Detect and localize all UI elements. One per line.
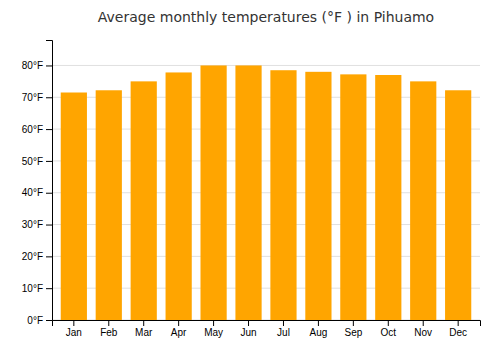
x-tick: Dec bbox=[449, 320, 467, 338]
x-tick: Jun bbox=[240, 320, 256, 338]
bar bbox=[166, 72, 192, 320]
bar bbox=[270, 70, 296, 320]
x-tick-label: Jun bbox=[240, 327, 256, 338]
bar bbox=[61, 93, 87, 321]
y-tick: 50°F bbox=[22, 156, 52, 167]
x-tick-mark bbox=[318, 320, 319, 326]
x-tick-mark bbox=[178, 320, 179, 326]
y-tick: 60°F bbox=[22, 124, 52, 135]
bar bbox=[410, 81, 436, 320]
y-tick-mark bbox=[46, 161, 52, 162]
x-tick-label: Mar bbox=[135, 327, 153, 338]
y-tick-label: 40°F bbox=[22, 187, 43, 198]
y-tick-mark bbox=[46, 320, 52, 321]
bar bbox=[305, 72, 331, 320]
y-tick: 20°F bbox=[22, 251, 52, 262]
y-tick-label: 10°F bbox=[22, 283, 43, 294]
x-tick: Feb bbox=[100, 320, 118, 338]
y-tick-label: 30°F bbox=[22, 219, 43, 230]
x-tick-mark bbox=[143, 320, 144, 326]
y-axis-line bbox=[46, 41, 53, 321]
bar bbox=[340, 74, 366, 320]
x-tick-label: Feb bbox=[100, 327, 118, 338]
title: Average monthly temperatures (°F ) in Pi… bbox=[98, 9, 434, 25]
x-tick-label: Dec bbox=[449, 327, 467, 338]
chart: Jan Feb Mar Apr May Jun Jul Aug Sep Oct Nov Dec 0°F 1… bbox=[0, 0, 500, 350]
x-axis: Jan Feb Mar Apr May Jun Jul Aug Sep Oct Nov Dec bbox=[53, 320, 481, 338]
x-tick-mark bbox=[213, 320, 214, 326]
y-tick: 10°F bbox=[22, 283, 52, 294]
x-tick: Jul bbox=[277, 320, 290, 338]
plot-area bbox=[61, 65, 472, 320]
x-tick: Sep bbox=[344, 320, 362, 338]
y-tick-label: 0°F bbox=[27, 315, 43, 326]
y-tick: 0°F bbox=[27, 315, 52, 326]
y-tick: 40°F bbox=[22, 187, 52, 198]
y-tick-label: 20°F bbox=[22, 251, 43, 262]
y-tick-mark bbox=[46, 193, 52, 194]
x-tick-label: Jan bbox=[66, 327, 82, 338]
y-tick-label: 60°F bbox=[22, 124, 43, 135]
y-tick-mark bbox=[46, 65, 52, 66]
x-tick: Jan bbox=[66, 320, 82, 338]
y-tick: 70°F bbox=[22, 92, 52, 103]
x-tick-label: Nov bbox=[414, 327, 432, 338]
x-tick-mark bbox=[73, 320, 74, 326]
x-tick-mark bbox=[423, 320, 424, 326]
x-tick-mark bbox=[248, 320, 249, 326]
x-tick-mark bbox=[283, 320, 284, 326]
x-tick-mark bbox=[108, 320, 109, 326]
x-tick-label: May bbox=[204, 327, 223, 338]
x-tick-mark bbox=[388, 320, 389, 326]
bar bbox=[235, 65, 261, 320]
y-tick: 80°F bbox=[22, 60, 52, 71]
x-tick: Oct bbox=[381, 320, 397, 338]
x-tick: Apr bbox=[171, 320, 187, 338]
x-tick-label: Sep bbox=[344, 327, 362, 338]
y-tick-mark bbox=[46, 97, 52, 98]
grid bbox=[52, 65, 480, 320]
y-tick-mark bbox=[46, 256, 52, 257]
x-tick-mark bbox=[353, 320, 354, 326]
y-tick-label: 80°F bbox=[22, 60, 43, 71]
y-tick-mark bbox=[46, 225, 52, 226]
x-tick: Aug bbox=[310, 320, 328, 338]
y-tick-mark bbox=[46, 129, 52, 130]
bar bbox=[96, 90, 122, 320]
x-tick-mark bbox=[458, 320, 459, 326]
x-axis-line bbox=[53, 321, 481, 327]
x-tick: May bbox=[204, 320, 223, 338]
bar bbox=[200, 65, 226, 320]
x-tick-label: Aug bbox=[310, 327, 328, 338]
y-tick-label: 50°F bbox=[22, 156, 43, 167]
x-tick-label: Oct bbox=[381, 327, 397, 338]
bar bbox=[445, 90, 471, 320]
bar bbox=[375, 75, 401, 320]
x-tick: Nov bbox=[414, 320, 432, 338]
bar bbox=[131, 81, 157, 320]
x-tick-label: Apr bbox=[171, 327, 187, 338]
grid-line bbox=[52, 65, 480, 66]
y-tick-label: 70°F bbox=[22, 92, 43, 103]
x-tick-label: Jul bbox=[277, 327, 290, 338]
y-axis: 0°F 10°F 20°F 30°F 40°F 50°F 60°F 70°F 80°F bbox=[22, 41, 53, 326]
y-tick-mark bbox=[46, 288, 52, 289]
x-tick: Mar bbox=[135, 320, 153, 338]
y-tick: 30°F bbox=[22, 219, 52, 230]
